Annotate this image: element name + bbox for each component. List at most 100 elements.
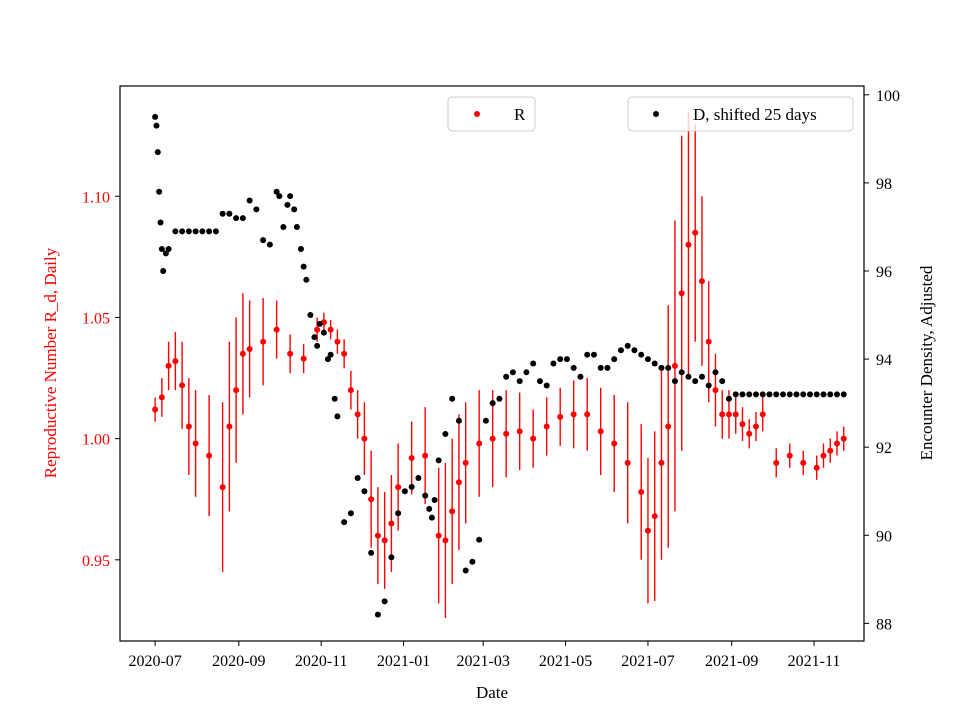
x-tick-label: 2021-01: [377, 653, 430, 670]
r-point: [557, 413, 564, 420]
d-point: [303, 276, 310, 283]
d-point: [746, 391, 753, 398]
r-point: [449, 508, 456, 515]
d-point: [530, 360, 537, 367]
y-left-tick-label: 1.05: [82, 310, 110, 327]
d-point: [536, 378, 543, 385]
d-point: [516, 378, 523, 385]
r-point: [570, 411, 577, 418]
y-left-tick-label: 0.95: [82, 553, 110, 570]
d-point: [503, 373, 510, 380]
r-point: [759, 411, 766, 418]
legend-d: D, shifted 25 days: [627, 96, 854, 132]
d-point: [550, 360, 557, 367]
d-point: [496, 395, 503, 402]
y-right-tick-label: 90: [876, 528, 892, 545]
d-point: [206, 228, 213, 235]
d-point: [156, 188, 163, 195]
d-point: [752, 391, 759, 398]
y-left-axis: 0.95 1.00 1.05 1.10: [82, 189, 120, 570]
r-point: [179, 382, 186, 389]
r-point: [746, 430, 753, 437]
r-point: [442, 537, 449, 544]
r-point: [584, 411, 591, 418]
r-point: [476, 440, 483, 447]
d-point: [455, 417, 462, 424]
d-point: [557, 356, 564, 363]
d-point: [685, 373, 692, 380]
d-point: [698, 373, 705, 380]
r-point: [152, 406, 159, 413]
d-point: [665, 364, 672, 371]
r-point: [827, 447, 834, 454]
y-left-tick-label: 1.00: [82, 432, 110, 449]
x-tick-label: 2021-09: [705, 653, 758, 670]
d-point: [324, 356, 331, 363]
d-point: [719, 378, 726, 385]
d-point: [584, 351, 591, 358]
d-point: [165, 245, 172, 252]
r-point: [624, 459, 631, 466]
d-point: [300, 263, 307, 270]
r-point: [840, 435, 847, 442]
d-point: [401, 488, 408, 495]
r-point: [651, 513, 658, 520]
r-point: [334, 338, 341, 345]
d-point: [408, 483, 415, 490]
d-point: [368, 549, 375, 556]
d-point: [293, 223, 300, 230]
y-right-tick-label: 98: [876, 176, 892, 193]
d-point: [773, 391, 780, 398]
r-point: [597, 428, 604, 435]
d-point: [509, 369, 516, 376]
d-point: [172, 228, 179, 235]
d-point: [327, 351, 334, 358]
d-point: [449, 395, 456, 402]
r-point: [408, 455, 415, 462]
d-point: [192, 228, 199, 235]
d-point: [604, 364, 611, 371]
r-point: [435, 532, 442, 539]
d-point: [577, 373, 584, 380]
d-point: [341, 519, 348, 526]
d-point: [311, 334, 318, 341]
d-point: [361, 488, 368, 495]
d-point: [759, 391, 766, 398]
d-point: [651, 360, 658, 367]
d-point: [631, 347, 638, 354]
d-point: [806, 391, 813, 398]
d-point: [331, 395, 338, 402]
legend-d-box: [627, 96, 854, 132]
r-point: [354, 411, 361, 418]
r-point: [327, 326, 334, 333]
d-point: [381, 598, 388, 605]
r-point: [246, 345, 253, 352]
d-point: [280, 223, 287, 230]
legend-d-label: D, shifted 25 days: [693, 105, 817, 124]
r-point: [678, 290, 685, 297]
d-point: [233, 215, 240, 222]
d-point: [570, 364, 577, 371]
d-point: [422, 492, 429, 499]
d-point: [590, 351, 597, 358]
x-tick-label: 2021-03: [457, 653, 510, 670]
d-point: [624, 342, 631, 349]
r-point: [705, 338, 712, 345]
r-point: [692, 229, 699, 236]
r-point: [638, 488, 645, 495]
y-right-tick-label: 88: [876, 616, 892, 633]
r-point: [773, 459, 780, 466]
y-right-tick-label: 96: [876, 264, 892, 281]
x-tick-label: 2020-07: [128, 653, 181, 670]
r-point: [287, 350, 294, 357]
d-point: [489, 400, 496, 407]
d-point: [246, 197, 253, 204]
r-point: [543, 423, 550, 430]
d-point: [678, 369, 685, 376]
y-right-axis-label: Encounter Density, Adjusted: [917, 265, 936, 460]
d-point: [827, 391, 834, 398]
d-point: [157, 219, 164, 226]
d-point: [347, 510, 354, 517]
r-point: [732, 411, 739, 418]
r-point: [206, 452, 213, 459]
